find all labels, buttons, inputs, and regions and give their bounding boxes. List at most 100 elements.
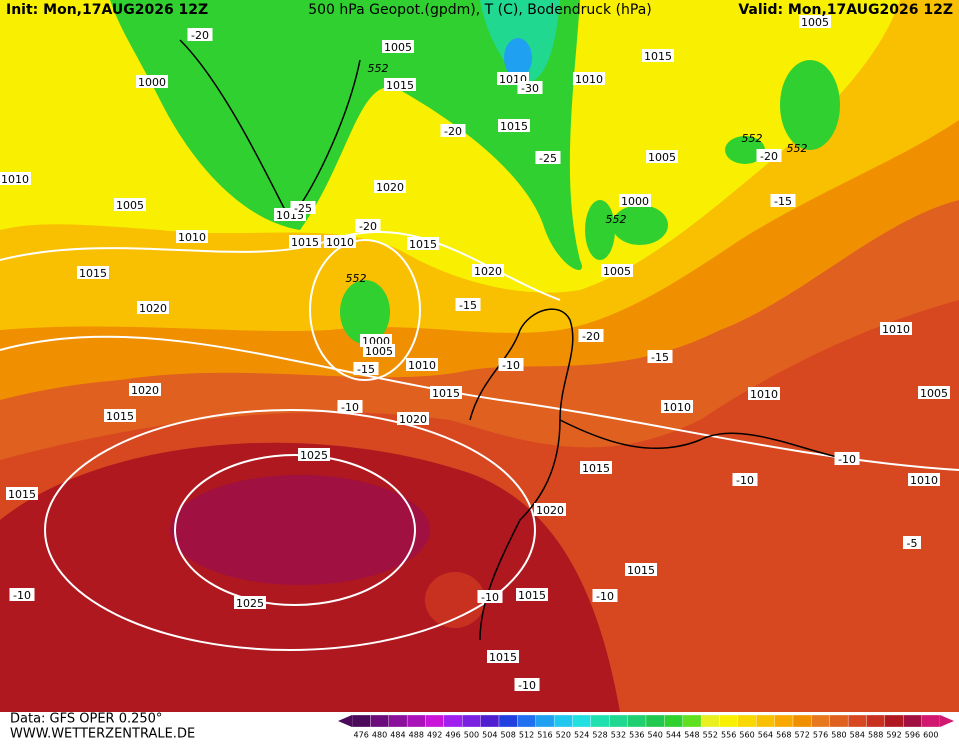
colorbar-swatch [480, 714, 500, 728]
colorbar-swatch [811, 714, 830, 728]
pressure-label: 1015 [489, 651, 517, 664]
pressure-label-box [137, 301, 169, 314]
colorbar-label: 540 [648, 731, 663, 740]
pressure-label-box [642, 49, 674, 62]
pressure-label-box [324, 235, 356, 248]
colorbar-label: 560 [739, 731, 754, 740]
temperature-label: -10 [13, 589, 31, 602]
pressure-label: 1010 [408, 359, 436, 372]
pressure-label: 1005 [603, 265, 631, 278]
pressure-label-box [0, 172, 31, 185]
temperature-label: -10 [736, 474, 754, 487]
pressure-label-box [498, 119, 530, 132]
colorbar-label: 592 [886, 731, 901, 740]
colorbar-label: 496 [445, 731, 460, 740]
temperature-label: -25 [539, 152, 557, 165]
pressure-label: 1005 [801, 16, 829, 29]
colorbar-label: 568 [776, 731, 791, 740]
colorbar-swatch [921, 714, 941, 728]
pressure-label-box [472, 264, 504, 277]
temperature-label-box [647, 350, 673, 363]
temperature-label-box [834, 452, 860, 465]
pressure-label-box [114, 198, 146, 211]
pressure-label: 1025 [236, 597, 264, 610]
colorbar-swatch [627, 714, 647, 728]
colorbar: 476 480 484 488 492 496 500 504 508 512 516 520 524 5… [338, 714, 954, 740]
pressure-label: 1015 [518, 589, 546, 602]
map-title: 500 hPa Geopot.(gpdm), T (C), Bodendruck… [308, 2, 652, 18]
colorbar-swatch [682, 714, 702, 728]
pressure-label: 1015 [582, 462, 610, 475]
colorbar-arrow-high [940, 715, 954, 727]
colorbar-swatch [351, 714, 371, 728]
temperature-label-box [9, 588, 35, 601]
pressure-label-box [382, 40, 414, 53]
pressure-label-box [661, 400, 693, 413]
pressure-label: 1015 [432, 387, 460, 400]
pressure-label-box [430, 386, 462, 399]
colorbar-label: 488 [409, 731, 424, 740]
temperature-label: -25 [294, 202, 312, 215]
colorbar-label: 556 [721, 731, 736, 740]
colorbar-swatch [443, 714, 463, 728]
colorbar-swatch [847, 714, 867, 728]
colorbar-swatch [609, 714, 628, 728]
temperature-label-box [770, 194, 796, 207]
pressure-label: 1010 [178, 231, 206, 244]
colorbar-label: 480 [372, 731, 387, 740]
pressure-label-box [397, 412, 429, 425]
temperature-label-box [592, 589, 618, 602]
temperature-label: -10 [838, 453, 856, 466]
temperature-label: -15 [651, 351, 669, 364]
temperature-label-box [337, 400, 363, 413]
colorbar-swatch [572, 714, 592, 728]
pressure-label: 1020 [399, 413, 427, 426]
temperature-label: -10 [502, 359, 520, 372]
geopotential-label: 552 [368, 62, 389, 75]
pressure-label-box [487, 650, 519, 663]
colorbar-label: 536 [629, 731, 644, 740]
pressure-label: 1015 [386, 79, 414, 92]
pressure-label-box [77, 266, 109, 279]
pressure-label: 1005 [384, 41, 412, 54]
pressure-label-box [6, 487, 38, 500]
pressure-label: 1020 [376, 181, 404, 194]
pressure-label: 1015 [79, 267, 107, 280]
colorbar-swatch [866, 714, 886, 728]
colorbar-label: 476 [354, 731, 369, 740]
pressure-label-box [289, 235, 321, 248]
colorbar-label: 572 [795, 731, 810, 740]
pressure-label-box [908, 473, 940, 486]
colorbar-swatch [462, 714, 481, 728]
colorbar-label: 576 [813, 731, 828, 740]
colorbar-swatch [737, 714, 757, 728]
pressure-label: 1015 [644, 50, 672, 63]
temperature-label: -20 [760, 150, 778, 163]
pressure-label-box [799, 15, 831, 28]
colorbar-label: 588 [868, 731, 883, 740]
geopotential-label: 552 [606, 213, 627, 226]
colorbar-swatch [388, 714, 408, 728]
geopotential-label: 552 [346, 272, 367, 285]
temperature-label: -10 [596, 590, 614, 603]
pressure-label-box [234, 596, 266, 609]
pressure-label-box [580, 461, 612, 474]
pressure-label-box [748, 387, 780, 400]
pressure-label-box [880, 322, 912, 335]
colorbar-swatch [774, 714, 794, 728]
colorbar-swatch [756, 714, 775, 728]
colorbar-swatch [590, 714, 610, 728]
temperature-label: -10 [518, 679, 536, 692]
colorbar-swatch [645, 714, 665, 728]
pressure-label-box [625, 563, 657, 576]
colorbar-label: 500 [464, 731, 479, 740]
colorbar-label: 544 [666, 731, 681, 740]
pressure-label: 1010 [750, 388, 778, 401]
footer-data: Data: GFS OPER 0.250° [10, 712, 162, 727]
footer-site: WWW.WETTERZENTRALE.DE [10, 727, 195, 742]
temperature-label-box [903, 536, 921, 549]
geopotential-label: 552 [787, 142, 808, 155]
temperature-label-box [578, 329, 604, 342]
colorbar-swatch [829, 714, 849, 728]
map-background [0, 0, 959, 712]
